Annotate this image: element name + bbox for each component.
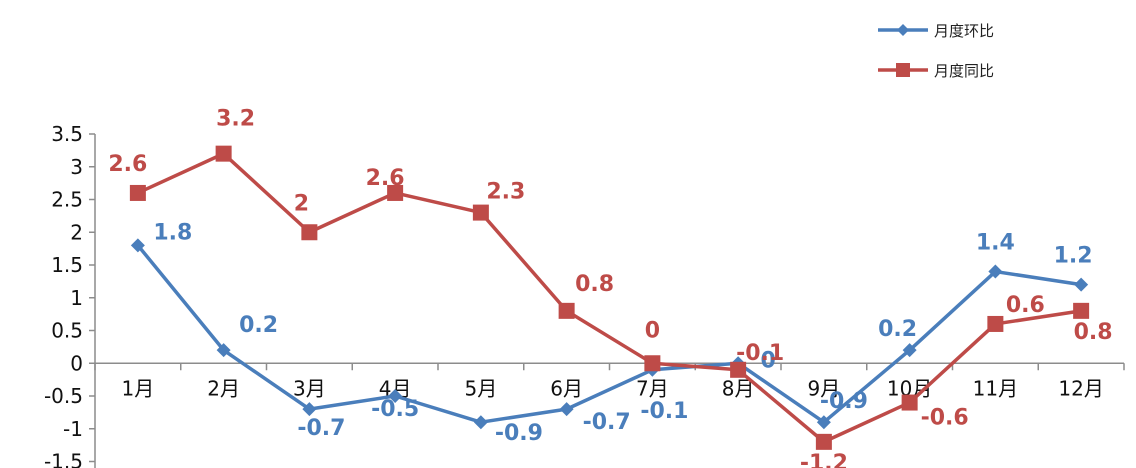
y-tick-label: 2.5: [51, 188, 83, 212]
series-line-1: [137, 151, 1082, 444]
y-tick-label: 1: [70, 286, 83, 310]
data-point-square: [387, 184, 404, 201]
x-tick-label: 5月: [465, 376, 498, 400]
data-point-diamond: [130, 238, 145, 253]
data-point-diamond: [902, 343, 917, 358]
y-tick-label: -1.5: [44, 450, 83, 468]
x-tick-label: 11月: [973, 376, 1018, 400]
data-label: 0.6: [1006, 293, 1045, 318]
data-label: 0: [645, 318, 660, 343]
data-point-square: [215, 145, 232, 162]
y-tick-label: -0.5: [44, 384, 83, 408]
data-label: 2: [294, 191, 309, 216]
data-label: -0.1: [736, 341, 784, 366]
data-label: 1.8: [153, 220, 192, 245]
data-point-square: [472, 204, 489, 221]
series-line-0: [136, 244, 1082, 424]
legend-label: 月度同比: [934, 62, 994, 80]
data-label: 2.6: [108, 152, 147, 177]
data-point-square: [1073, 302, 1090, 319]
x-tick-label: 7月: [636, 376, 669, 400]
data-point-square: [301, 224, 318, 241]
data-label: 0.8: [575, 272, 614, 297]
data-label: -1.2: [800, 451, 848, 468]
data-point-diamond: [302, 402, 317, 417]
y-tick-label: 2: [70, 220, 83, 244]
series-layer: [129, 145, 1090, 450]
data-label: -0.9: [495, 421, 543, 446]
data-point-square: [987, 315, 1004, 332]
data-label: -0.7: [583, 410, 631, 435]
data-point-diamond: [1074, 277, 1089, 292]
data-label: -0.5: [371, 397, 419, 422]
data-label: -0.7: [297, 416, 345, 441]
data-label: 1.2: [1054, 244, 1093, 269]
data-label: 0: [760, 348, 775, 373]
data-point-diamond: [216, 343, 231, 358]
y-tick-label: -1: [63, 417, 83, 441]
y-tick-label: 0: [70, 351, 83, 375]
data-label: 2.3: [486, 180, 525, 205]
x-tick-label: 2月: [207, 376, 240, 400]
data-label: 2.6: [366, 166, 405, 191]
data-point-diamond: [559, 402, 574, 417]
data-label: -0.1: [640, 399, 688, 424]
data-point-diamond: [473, 415, 488, 430]
data-label: -0.9: [820, 389, 868, 414]
data-point-diamond: [988, 264, 1003, 279]
data-labels: 1.80.2-0.7-0.5-0.9 -0.7 -0.10-0.90.21.41.2…: [108, 107, 1112, 468]
data-label: 0.2: [239, 313, 278, 338]
x-tick-label: 3月: [293, 376, 326, 400]
y-tick-label: 3.5: [51, 122, 83, 146]
legend-marker-square: [896, 63, 910, 77]
x-tick-label: 1月: [122, 376, 155, 400]
data-label: 0.2: [878, 317, 917, 342]
data-point-square: [815, 433, 832, 450]
data-label: 3.2: [216, 107, 255, 132]
y-tick-label: 3: [70, 155, 83, 179]
x-tick-label: 9月: [808, 376, 841, 400]
legend-marker-diamond: [897, 24, 909, 36]
data-point-square: [558, 302, 575, 319]
data-point-square: [730, 361, 747, 378]
data-point-diamond: [816, 415, 831, 430]
data-point-square: [644, 355, 661, 372]
x-tick-label: 6月: [550, 376, 583, 400]
legend-label: 月度环比: [934, 22, 994, 40]
y-tick-label: 0.5: [51, 319, 83, 343]
data-point-square: [129, 184, 146, 201]
x-tick-label: 12月: [1058, 376, 1103, 400]
data-label: 0.8: [1074, 320, 1113, 345]
data-label: -0.6: [921, 406, 969, 431]
data-point-square: [901, 394, 918, 411]
y-tick-label: 1.5: [51, 253, 83, 277]
data-label: 1.4: [976, 231, 1015, 256]
data-point-diamond: [388, 389, 403, 403]
